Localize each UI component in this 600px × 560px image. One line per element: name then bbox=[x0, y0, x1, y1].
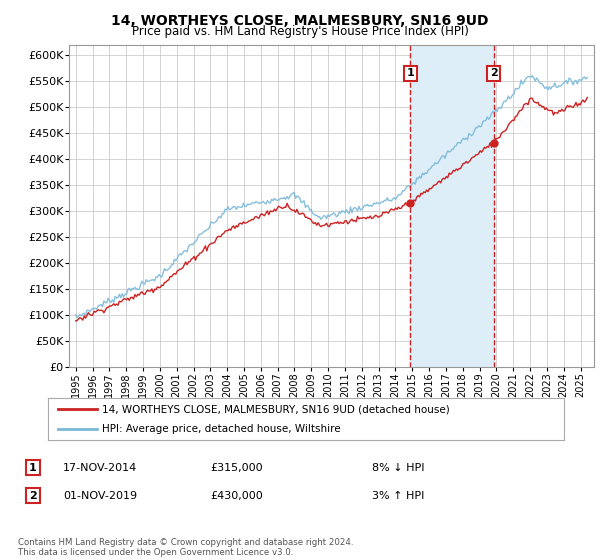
Text: 1: 1 bbox=[29, 463, 37, 473]
Text: 17-NOV-2014: 17-NOV-2014 bbox=[63, 463, 137, 473]
Text: 3% ↑ HPI: 3% ↑ HPI bbox=[372, 491, 424, 501]
Text: Price paid vs. HM Land Registry's House Price Index (HPI): Price paid vs. HM Land Registry's House … bbox=[131, 25, 469, 38]
Text: 8% ↓ HPI: 8% ↓ HPI bbox=[372, 463, 425, 473]
Bar bbox=[410, 45, 494, 367]
Text: 01-NOV-2019: 01-NOV-2019 bbox=[63, 491, 137, 501]
Text: £430,000: £430,000 bbox=[210, 491, 263, 501]
Text: Contains HM Land Registry data © Crown copyright and database right 2024.
This d: Contains HM Land Registry data © Crown c… bbox=[18, 538, 353, 557]
Text: 14, WORTHEYS CLOSE, MALMESBURY, SN16 9UD: 14, WORTHEYS CLOSE, MALMESBURY, SN16 9UD bbox=[111, 14, 489, 28]
Text: £315,000: £315,000 bbox=[210, 463, 263, 473]
Text: HPI: Average price, detached house, Wiltshire: HPI: Average price, detached house, Wilt… bbox=[102, 424, 341, 434]
Text: 14, WORTHEYS CLOSE, MALMESBURY, SN16 9UD (detached house): 14, WORTHEYS CLOSE, MALMESBURY, SN16 9UD… bbox=[102, 404, 450, 414]
Text: 2: 2 bbox=[490, 68, 497, 78]
Text: 1: 1 bbox=[406, 68, 414, 78]
Text: 2: 2 bbox=[29, 491, 37, 501]
